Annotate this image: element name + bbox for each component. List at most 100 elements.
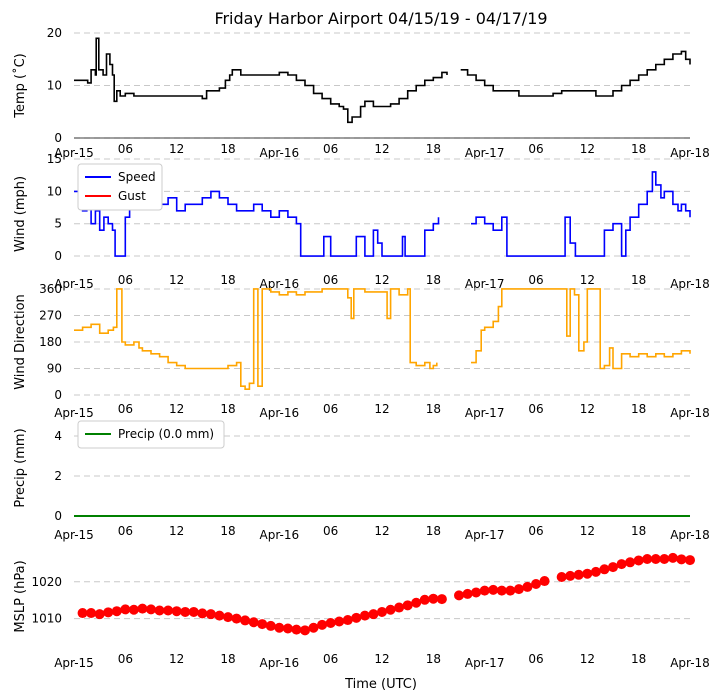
y-tick-label: 90 xyxy=(47,362,62,376)
x-tick-label: 18 xyxy=(426,652,441,666)
data-point-mslp xyxy=(531,578,541,589)
data-point-mslp xyxy=(205,609,216,620)
data-point-mslp xyxy=(77,608,88,619)
data-point-mslp xyxy=(308,622,319,633)
data-point-mslp xyxy=(128,604,139,615)
x-tick-label: Apr-16 xyxy=(260,277,300,291)
data-point-mslp xyxy=(163,605,174,616)
x-tick-label: 06 xyxy=(528,273,543,287)
data-point-mslp xyxy=(317,619,328,630)
data-point-mslp xyxy=(539,576,550,587)
data-point-mslp xyxy=(659,553,670,564)
data-point-mslp xyxy=(650,553,661,564)
x-tick-label: Apr-17 xyxy=(465,528,505,542)
x-tick-label: 18 xyxy=(426,524,441,538)
data-point-mslp xyxy=(522,581,533,592)
y-axis-label-dir: Wind Direction xyxy=(13,294,28,390)
x-tick-label: 18 xyxy=(220,142,235,156)
data-point-mslp xyxy=(291,624,302,635)
data-point-mslp xyxy=(411,597,422,608)
data-point-mslp xyxy=(556,572,567,583)
x-tick-label: 12 xyxy=(580,524,595,538)
x-tick-label: Apr-15 xyxy=(54,656,94,670)
data-point-mslp xyxy=(642,553,653,564)
data-point-mslp xyxy=(359,610,370,621)
x-tick-label: 06 xyxy=(528,524,543,538)
data-point-mslp xyxy=(573,569,584,580)
y-axis-label-mslp: MSLP (hPa) xyxy=(13,560,28,632)
x-tick-label: Apr-18 xyxy=(670,656,710,670)
data-point-mslp xyxy=(616,559,627,570)
data-point-mslp xyxy=(633,555,644,566)
panel-temp: 0 10 20 Temp (˚C) Apr-15 06 12 18 Apr-16 06 12 18 Ap… xyxy=(12,26,710,160)
data-point-mslp xyxy=(137,603,148,614)
x-tick-label: 18 xyxy=(631,402,646,416)
x-tick-label: 18 xyxy=(631,273,646,287)
data-point-mslp xyxy=(180,606,191,617)
data-point-mslp xyxy=(590,566,601,577)
x-tick-label: 18 xyxy=(426,402,441,416)
data-point-mslp xyxy=(231,613,242,624)
y-tick-label: 5 xyxy=(54,217,62,231)
data-point-mslp xyxy=(342,615,353,626)
data-point-mslp xyxy=(496,585,507,596)
x-tick-label: Apr-16 xyxy=(260,146,300,160)
data-point-mslp xyxy=(394,602,405,613)
data-point-mslp xyxy=(608,562,618,573)
data-point-mslp xyxy=(582,568,593,579)
data-point-mslp xyxy=(505,585,516,596)
series-line-direction xyxy=(74,288,691,390)
x-tick-label: 06 xyxy=(118,273,133,287)
y-tick-label: 180 xyxy=(39,335,62,349)
data-point-mslp xyxy=(685,555,695,566)
data-point-mslp xyxy=(265,620,276,631)
legend-precip: Precip (0.0 mm) xyxy=(77,420,225,449)
data-point-mslp xyxy=(428,593,439,604)
x-tick-label: 12 xyxy=(169,652,184,666)
data-point-mslp xyxy=(462,588,473,599)
x-tick-label: 12 xyxy=(374,402,389,416)
chart-title: Friday Harbor Airport 04/15/19 - 04/17/1… xyxy=(214,9,547,28)
x-tick-label: Apr-16 xyxy=(260,406,300,420)
legend-wind: Speed Gust xyxy=(77,163,163,211)
data-point-mslp xyxy=(625,557,636,568)
x-tick-label: 06 xyxy=(323,142,338,156)
x-tick-label: 12 xyxy=(169,142,184,156)
data-point-mslp xyxy=(94,609,105,620)
legend-label: Precip (0.0 mm) xyxy=(118,427,214,441)
data-point-mslp xyxy=(214,610,225,621)
y-axis-label-precip: Precip (mm) xyxy=(13,428,28,507)
data-point-mslp xyxy=(351,612,362,623)
x-tick-label: 12 xyxy=(374,273,389,287)
x-tick-label: 18 xyxy=(631,524,646,538)
x-tick-label: 18 xyxy=(220,273,235,287)
data-point-mslp xyxy=(86,608,97,619)
data-point-mslp xyxy=(248,617,259,628)
data-point-mslp xyxy=(274,622,285,633)
y-tick-label: 20 xyxy=(47,26,62,40)
x-tick-label: 18 xyxy=(426,273,441,287)
series-line-speed xyxy=(74,171,691,257)
x-tick-label: 12 xyxy=(580,142,595,156)
x-tick-label: Apr-18 xyxy=(670,146,710,160)
x-tick-label: 06 xyxy=(118,652,133,666)
data-point-mslp xyxy=(599,564,610,575)
x-tick-label: Apr-15 xyxy=(54,528,94,542)
x-tick-label: Apr-17 xyxy=(465,406,505,420)
x-tick-label: Apr-15 xyxy=(54,277,94,291)
x-tick-label: Apr-15 xyxy=(54,406,94,420)
y-tick-label: 4 xyxy=(54,429,62,443)
x-tick-label: 06 xyxy=(528,652,543,666)
series-line-temp xyxy=(74,37,691,124)
x-tick-label: Apr-17 xyxy=(465,656,505,670)
x-tick-label: 18 xyxy=(220,524,235,538)
data-point-mslp xyxy=(197,608,208,619)
x-tick-label: 06 xyxy=(323,402,338,416)
y-tick-label: 1020 xyxy=(31,575,62,589)
data-point-mslp xyxy=(334,616,345,627)
x-tick-label: 06 xyxy=(118,402,133,416)
data-point-mslp xyxy=(257,619,268,630)
panel-wind: 0 5 10 15 Wind (mph) Apr-15 06 12 18 Apr-16 06 12 18… xyxy=(13,152,710,291)
y-tick-label: 0 xyxy=(54,249,62,263)
